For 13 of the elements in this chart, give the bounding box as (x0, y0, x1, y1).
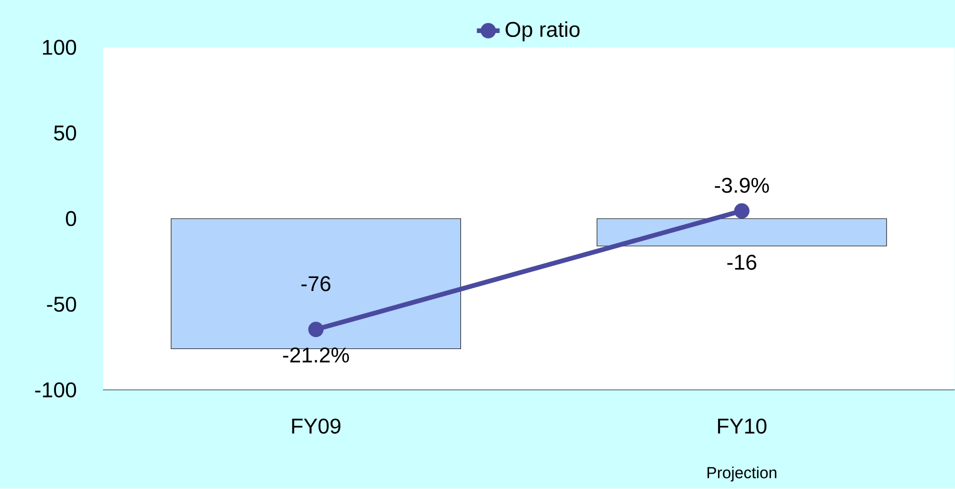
y-tick-label: 0 (66, 211, 76, 226)
y-tick-label: 100 (42, 40, 76, 56)
data-label: -76 (301, 276, 330, 292)
x-tick-label: FY09 (292, 418, 340, 434)
text: Projection (708, 466, 776, 482)
x-tick-label: FY10 (718, 418, 766, 434)
data-label: -16 (727, 254, 756, 270)
y-tick-label: -100 (35, 382, 76, 398)
y-tick-label: -50 (47, 296, 76, 312)
y-tick-label: 50 (54, 126, 76, 141)
data-label: -21.2% (283, 348, 349, 363)
legend-label: Op ratio (506, 22, 580, 42)
data-label: -3.9% (714, 178, 769, 194)
